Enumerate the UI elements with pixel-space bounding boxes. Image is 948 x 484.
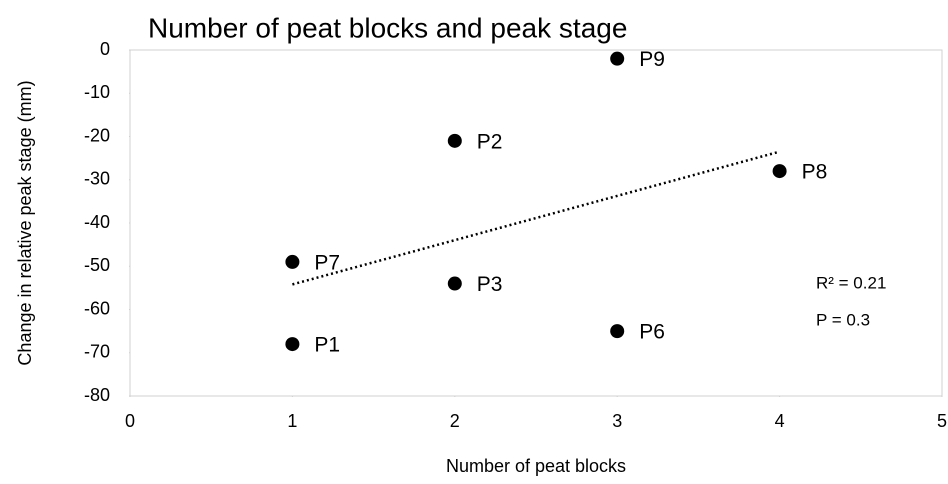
x-tick-label: 3	[612, 411, 622, 431]
x-tick-label: 5	[937, 411, 947, 431]
point-label: P6	[639, 321, 665, 344]
y-tick-label: -10	[84, 82, 110, 102]
x-tick-label: 4	[775, 411, 785, 431]
y-axis-label: Change in relative peak stage (mm)	[15, 80, 35, 365]
point-label: P3	[477, 273, 503, 296]
chart-title: Number of peat blocks and peak stage	[148, 12, 627, 43]
plot-area	[129, 49, 943, 397]
y-tick-label: -40	[84, 212, 110, 232]
point-label: P8	[802, 161, 828, 184]
point-label: P7	[314, 251, 340, 274]
point	[610, 324, 625, 339]
y-tick-label: -60	[84, 298, 110, 318]
point	[285, 254, 300, 269]
y-tick-label: 0	[100, 39, 110, 59]
point	[447, 276, 462, 291]
x-tick-label: 0	[125, 411, 135, 431]
annotation: R² = 0.21	[816, 273, 886, 292]
point	[285, 337, 300, 352]
y-tick-label: -80	[84, 385, 110, 405]
point-label: P9	[639, 48, 665, 71]
y-tick-label: -50	[84, 255, 110, 275]
x-tick-label: 1	[287, 411, 297, 431]
point-label: P2	[477, 130, 503, 153]
point-label: P1	[314, 334, 340, 357]
point	[610, 51, 625, 66]
point	[447, 133, 462, 148]
trendline	[292, 150, 780, 286]
x-tick-label: 2	[450, 411, 460, 431]
y-tick-label: -20	[84, 125, 110, 145]
x-axis-label: Number of peat blocks	[446, 456, 626, 476]
y-tick-label: -70	[84, 342, 110, 362]
y-tick-label: -30	[84, 169, 110, 189]
annotation: P = 0.3	[816, 310, 870, 329]
point	[772, 164, 787, 179]
